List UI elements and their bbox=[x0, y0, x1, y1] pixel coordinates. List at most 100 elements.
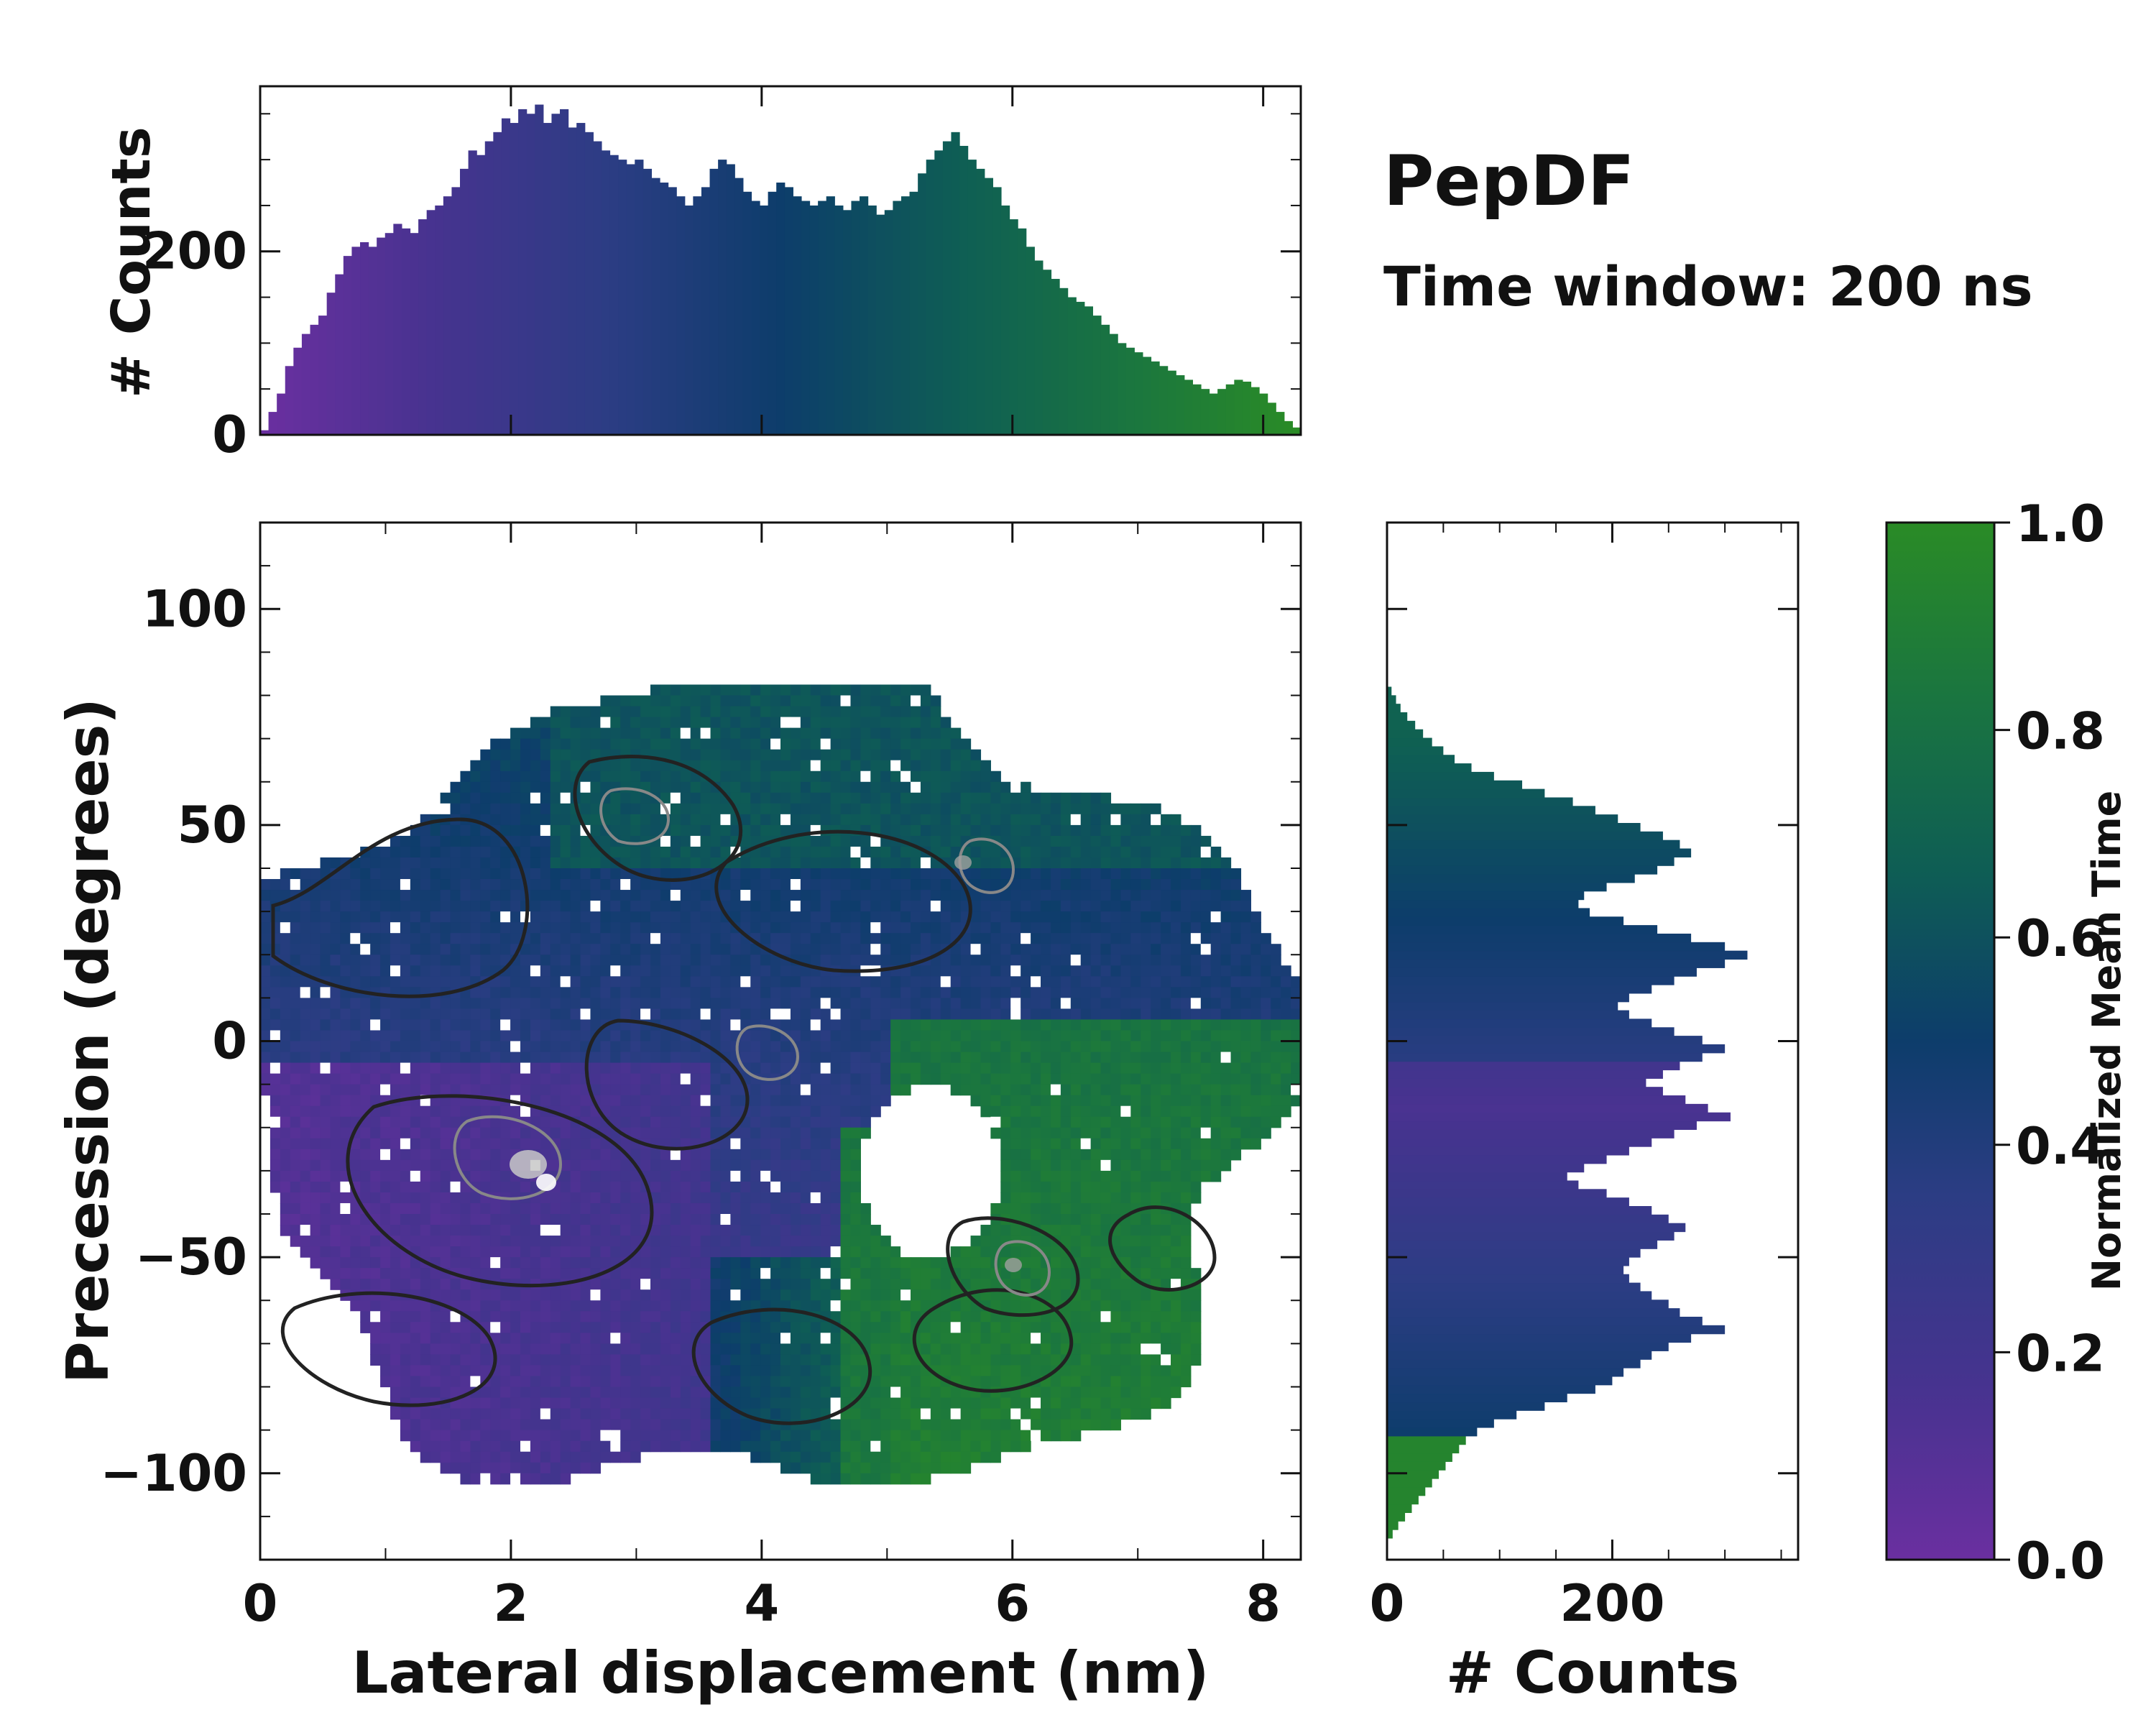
heatmap-cell bbox=[800, 998, 811, 1010]
heatmap-cell bbox=[980, 770, 991, 783]
heatmap-cell bbox=[760, 1127, 771, 1139]
heatmap-cell bbox=[630, 738, 641, 750]
top-histogram-bar bbox=[1176, 375, 1185, 435]
heatmap-cell bbox=[870, 835, 881, 847]
heatmap-cell bbox=[280, 1030, 291, 1042]
heatmap-cell bbox=[480, 792, 491, 804]
heatmap-cell bbox=[830, 846, 842, 858]
heatmap-cell bbox=[370, 846, 381, 858]
heatmap-cell bbox=[550, 803, 561, 815]
heatmap-cell bbox=[280, 879, 291, 891]
heatmap-cell bbox=[320, 1268, 331, 1279]
heatmap-cell bbox=[270, 1138, 281, 1150]
heatmap-cell bbox=[440, 792, 451, 804]
heatmap-cell bbox=[710, 933, 722, 944]
heatmap-cell bbox=[720, 1105, 731, 1118]
heatmap-cell bbox=[330, 1052, 341, 1064]
heatmap-cell bbox=[420, 824, 431, 837]
heatmap-cell bbox=[560, 1236, 571, 1247]
heatmap-cell bbox=[560, 933, 571, 944]
heatmap-cell bbox=[710, 695, 722, 707]
heatmap-cell bbox=[1000, 1225, 1011, 1236]
heatmap-cell bbox=[440, 1225, 451, 1236]
heatmap-cell bbox=[920, 965, 931, 977]
heatmap-cell bbox=[960, 792, 972, 804]
heatmap-cell bbox=[380, 1202, 391, 1215]
heatmap-cell bbox=[970, 1052, 982, 1064]
heatmap-cell bbox=[930, 879, 941, 891]
heatmap-cell bbox=[1100, 814, 1112, 826]
heatmap-cell bbox=[1110, 1202, 1121, 1215]
heatmap-cell bbox=[490, 1030, 501, 1042]
heatmap-cell bbox=[800, 835, 811, 847]
heatmap-cell bbox=[320, 1214, 331, 1225]
heatmap-cell bbox=[850, 868, 861, 880]
heatmap-cell bbox=[340, 965, 351, 977]
heatmap-cell bbox=[450, 1008, 461, 1021]
heatmap-cell bbox=[1090, 1159, 1102, 1172]
heatmap-cell bbox=[670, 1008, 681, 1021]
heatmap-cell bbox=[960, 1062, 972, 1075]
heatmap-cell bbox=[1080, 1159, 1092, 1172]
top-histogram-bar bbox=[726, 164, 735, 436]
heatmap-cell bbox=[360, 1170, 371, 1182]
heatmap-cell bbox=[510, 1181, 521, 1193]
heatmap-cell bbox=[400, 1062, 411, 1075]
heatmap-cell bbox=[1000, 1030, 1011, 1042]
heatmap-cell bbox=[380, 901, 391, 912]
heatmap-cell bbox=[770, 857, 781, 869]
heatmap-cell bbox=[600, 1073, 611, 1085]
heatmap-cell bbox=[800, 911, 811, 923]
heatmap-cell bbox=[460, 1257, 471, 1269]
heatmap-cell bbox=[830, 1202, 842, 1215]
heatmap-cell bbox=[610, 1181, 621, 1193]
heatmap-cell bbox=[1240, 1008, 1251, 1021]
heatmap-cell bbox=[620, 1073, 631, 1085]
heatmap-cell bbox=[490, 1214, 501, 1225]
heatmap-cell bbox=[1050, 1159, 1061, 1172]
heatmap-cell bbox=[840, 706, 852, 718]
heatmap-cell bbox=[710, 1019, 722, 1031]
heatmap-cell bbox=[590, 1052, 601, 1064]
heatmap-cell bbox=[1120, 944, 1131, 955]
heatmap-cell bbox=[540, 1300, 551, 1312]
heatmap-cell bbox=[660, 987, 671, 998]
heatmap-cell bbox=[1000, 824, 1011, 837]
heatmap-cell bbox=[740, 760, 751, 772]
heatmap-cell bbox=[1141, 1300, 1151, 1312]
heatmap-cell bbox=[830, 803, 842, 815]
heatmap-cell bbox=[790, 901, 801, 912]
heatmap-cell bbox=[760, 1170, 771, 1182]
heatmap-cell bbox=[570, 944, 581, 955]
heatmap-cell bbox=[560, 998, 571, 1010]
heatmap-cell bbox=[990, 1225, 1001, 1236]
heatmap-cell bbox=[610, 1268, 621, 1279]
heatmap-cell bbox=[870, 933, 881, 944]
heatmap-cell bbox=[1200, 879, 1212, 891]
heatmap-cell bbox=[860, 1084, 871, 1096]
heatmap-cell bbox=[320, 1030, 331, 1042]
heatmap-cell bbox=[470, 781, 481, 794]
heatmap-cell bbox=[1000, 1052, 1011, 1064]
heatmap-cell bbox=[340, 911, 351, 923]
heatmap-cell bbox=[780, 803, 791, 815]
heatmap-cell bbox=[310, 1202, 321, 1215]
heatmap-cell bbox=[470, 1202, 481, 1215]
heatmap-cell bbox=[840, 998, 852, 1010]
heatmap-cell bbox=[1210, 846, 1222, 858]
heatmap-cell bbox=[770, 749, 781, 761]
heatmap-cell bbox=[320, 1041, 331, 1053]
heatmap-cell bbox=[1171, 944, 1181, 955]
heatmap-cell bbox=[1261, 1062, 1271, 1075]
heatmap-cell bbox=[1080, 857, 1092, 869]
heatmap-cell bbox=[460, 933, 471, 944]
heatmap-cell bbox=[750, 1170, 761, 1182]
heatmap-cell bbox=[1161, 965, 1171, 977]
heatmap-cell bbox=[590, 1062, 601, 1075]
heatmap-cell bbox=[1161, 1116, 1171, 1128]
heatmap-cell bbox=[1130, 1105, 1141, 1118]
heatmap-cell bbox=[911, 998, 921, 1010]
heatmap-cell bbox=[950, 922, 962, 934]
heatmap-cell bbox=[360, 1236, 371, 1247]
heatmap-cell bbox=[540, 835, 551, 847]
